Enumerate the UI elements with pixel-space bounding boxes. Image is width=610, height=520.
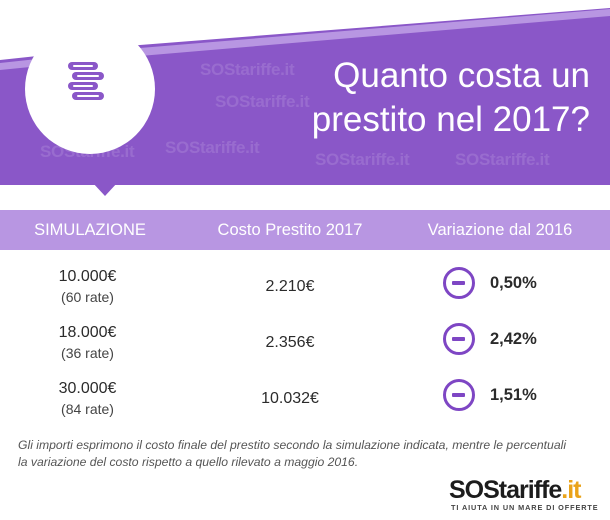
logo-wordmark: SOStariffe.it [449,476,581,504]
variation-cell: 2,42% [443,323,593,363]
footnote-line-2: la variazione del costo rispetto a quell… [18,455,359,469]
column-header-simulazione: SIMULAZIONE [34,221,146,239]
header-banner: SOStariffe.it SOStariffe.it SOStariffe.i… [0,0,610,185]
loan-amount: 18.000€ [58,324,117,341]
loan-cost: 2.356€ [265,334,315,351]
title-line-2: prestito nel 2017? [311,100,590,139]
variation-value: 1,51% [490,386,537,404]
column-header-costo: Costo Prestito 2017 [217,221,363,239]
simulation-cell: 30.000€ (84 rate) [0,379,175,419]
table-row: 18.000€ (36 rate) 2.356€ 2,42% [0,323,610,379]
installments: (36 rate) [61,345,114,361]
installments: (60 rate) [61,289,114,305]
footnote-line-1: Gli importi esprimono il costo finale de… [18,438,567,452]
page-title: Quanto costa un prestito nel 2017? [250,54,590,142]
watermark: SOStariffe.it [215,92,310,111]
table-header: SIMULAZIONE Costo Prestito 2017 Variazio… [0,210,610,250]
logo-tariffe: tariffe [498,476,562,504]
installments: (84 rate) [61,401,114,417]
table-row: 30.000€ (84 rate) 10.032€ 1,51% [0,379,610,435]
minus-circle-icon [443,267,475,299]
footnote: Gli importi esprimono il costo finale de… [18,437,598,471]
watermark: SOStariffe.it [165,138,260,157]
title-line-1: Quanto costa un [333,56,590,95]
minus-circle-icon [443,323,475,355]
loan-amount: 30.000€ [58,380,117,397]
sostariffe-logo: SOStariffe.it TI AIUTA IN UN MARE DI OFF… [449,477,599,513]
loan-amount: 10.000€ [58,268,117,285]
watermark: SOStariffe.it [455,150,550,169]
simulation-cell: 10.000€ (60 rate) [0,267,175,307]
variation-cell: 0,50% [443,267,593,307]
coins-stack-icon [68,62,104,100]
logo-it: .it [561,476,581,504]
logo-tagline: TI AIUTA IN UN MARE DI OFFERTE [451,503,599,512]
variation-value: 2,42% [490,330,537,348]
decorative-stripe [0,0,610,70]
simulation-cell: 18.000€ (36 rate) [0,323,175,363]
variation-value: 0,50% [490,274,537,292]
column-header-variazione: Variazione dal 2016 [427,221,573,239]
watermark: SOStariffe.it [315,150,410,169]
loan-cost: 2.210€ [265,278,315,295]
loan-cost: 10.032€ [261,390,319,407]
table-row: 10.000€ (60 rate) 2.210€ 0,50% [0,267,610,323]
header-notch [92,182,118,196]
variation-cell: 1,51% [443,379,593,419]
logo-sos: SOS [449,476,500,504]
minus-circle-icon [443,379,475,411]
watermark: SOStariffe.it [200,60,295,79]
